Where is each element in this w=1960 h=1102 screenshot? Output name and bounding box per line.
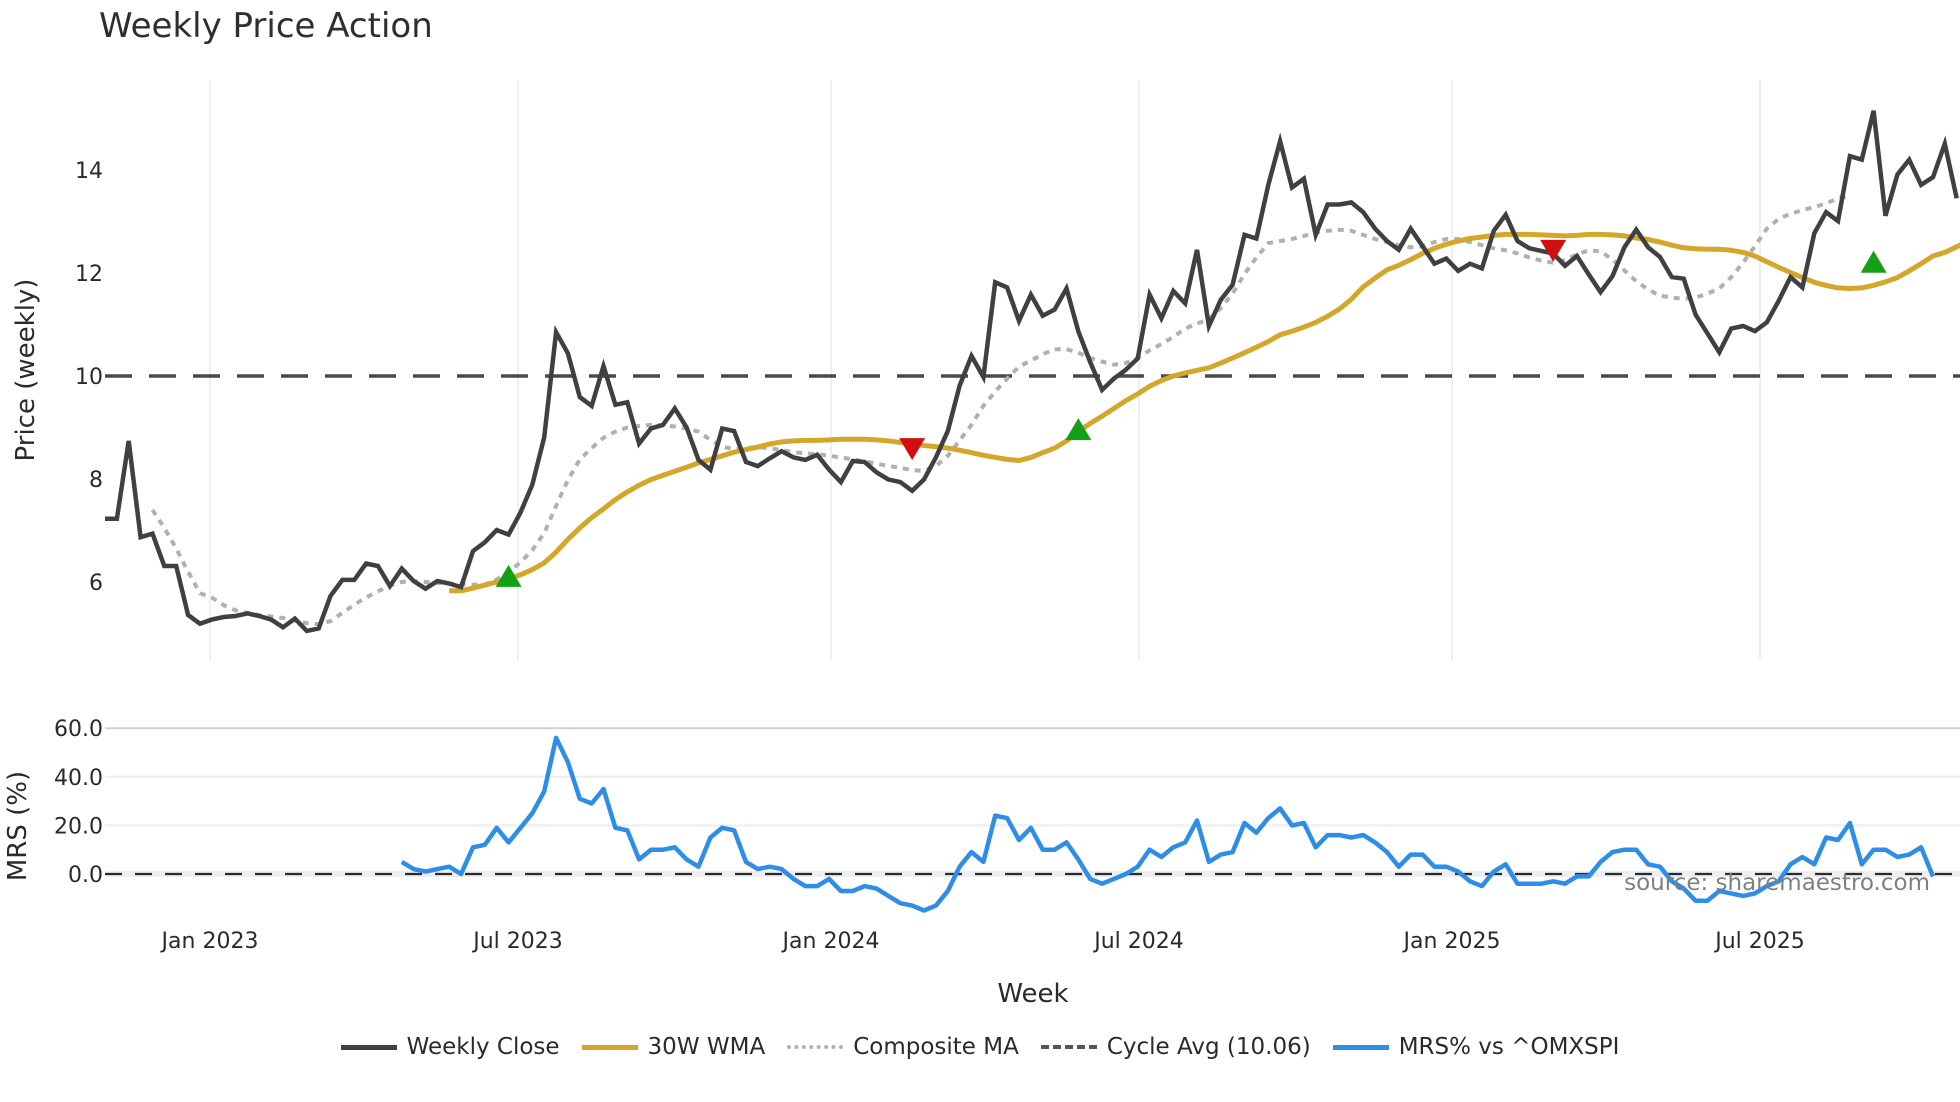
mrs-y-axis-title: MRS (%) (3, 771, 33, 881)
weekly-close-line (105, 110, 1959, 634)
price-y-axis-title: Price (weekly) (11, 279, 41, 462)
x-tick-label: Jan 2025 (1402, 929, 1501, 954)
price-y-ticks: 6 8 10 12 14 (75, 159, 103, 596)
legend-label: Composite MA (853, 1034, 1019, 1060)
x-tick-label: Jul 2023 (471, 929, 563, 954)
legend-item-wma[interactable]: 30W WMA (581, 1034, 766, 1060)
vertical-gridlines (209, 80, 1761, 660)
wma-30w-line (449, 231, 1960, 594)
legend-swatch-dashed-dark (1040, 1045, 1097, 1049)
mrs-line (400, 735, 1936, 913)
mrs-tick-label: 60.0 (54, 717, 103, 742)
sell-signal-triangle-down-icon (1540, 239, 1567, 262)
mrs-tick-label: 20.0 (54, 814, 103, 839)
mrs-gridlines (105, 727, 1960, 877)
legend-swatch-solid-gold (581, 1044, 638, 1050)
x-tick-label: Jul 2024 (1092, 929, 1184, 954)
legend-item-composite-ma[interactable]: Composite MA (787, 1034, 1019, 1060)
price-tick-label: 8 (89, 468, 103, 493)
x-tick-label: Jan 2023 (160, 929, 259, 954)
sell-signal-triangle-down-icon (899, 438, 926, 461)
legend-item-mrs[interactable]: MRS% vs ^OMXSPI (1332, 1034, 1620, 1060)
mrs-y-ticks: 0.0 20.0 40.0 60.0 (54, 717, 103, 888)
buy-signal-triangle-up-icon (1065, 418, 1092, 441)
price-tick-label: 10 (75, 365, 103, 390)
x-axis-ticks: Jan 2023 Jul 2023 Jan 2024 Jul 2024 Jan 2025… (160, 929, 1805, 954)
price-tick-label: 14 (75, 159, 103, 184)
x-axis-title: Week (997, 979, 1068, 1009)
x-tick-label: Jul 2025 (1713, 929, 1805, 954)
chart-title: Weekly Price Action (99, 6, 433, 46)
price-tick-label: 12 (75, 262, 103, 287)
legend-swatch-solid-dark (340, 1044, 397, 1050)
buy-signal-triangle-up-icon (1860, 250, 1887, 273)
legend-label: 30W WMA (647, 1034, 766, 1060)
legend-label: MRS% vs ^OMXSPI (1398, 1034, 1620, 1060)
signal-markers (495, 239, 1887, 587)
mrs-tick-label: 0.0 (68, 863, 103, 888)
legend-swatch-dotted-gray (787, 1045, 844, 1049)
x-tick-label: Jan 2024 (781, 929, 880, 954)
composite-ma-line (150, 193, 1851, 627)
price-tick-label: 6 (89, 571, 103, 596)
legend-label: Cycle Avg (10.06) (1106, 1034, 1311, 1060)
mrs-tick-label: 40.0 (54, 766, 103, 791)
source-watermark: source: sharemaestro.com (1624, 870, 1930, 896)
legend-item-cycle-avg[interactable]: Cycle Avg (10.06) (1040, 1034, 1311, 1060)
legend-item-weekly-close[interactable]: Weekly Close (340, 1034, 560, 1060)
legend: Weekly Close 30W WMA Composite MA Cycle … (0, 1034, 1960, 1060)
legend-swatch-solid-blue (1332, 1044, 1389, 1050)
legend-label: Weekly Close (406, 1034, 560, 1060)
buy-signal-triangle-up-icon (495, 564, 522, 587)
